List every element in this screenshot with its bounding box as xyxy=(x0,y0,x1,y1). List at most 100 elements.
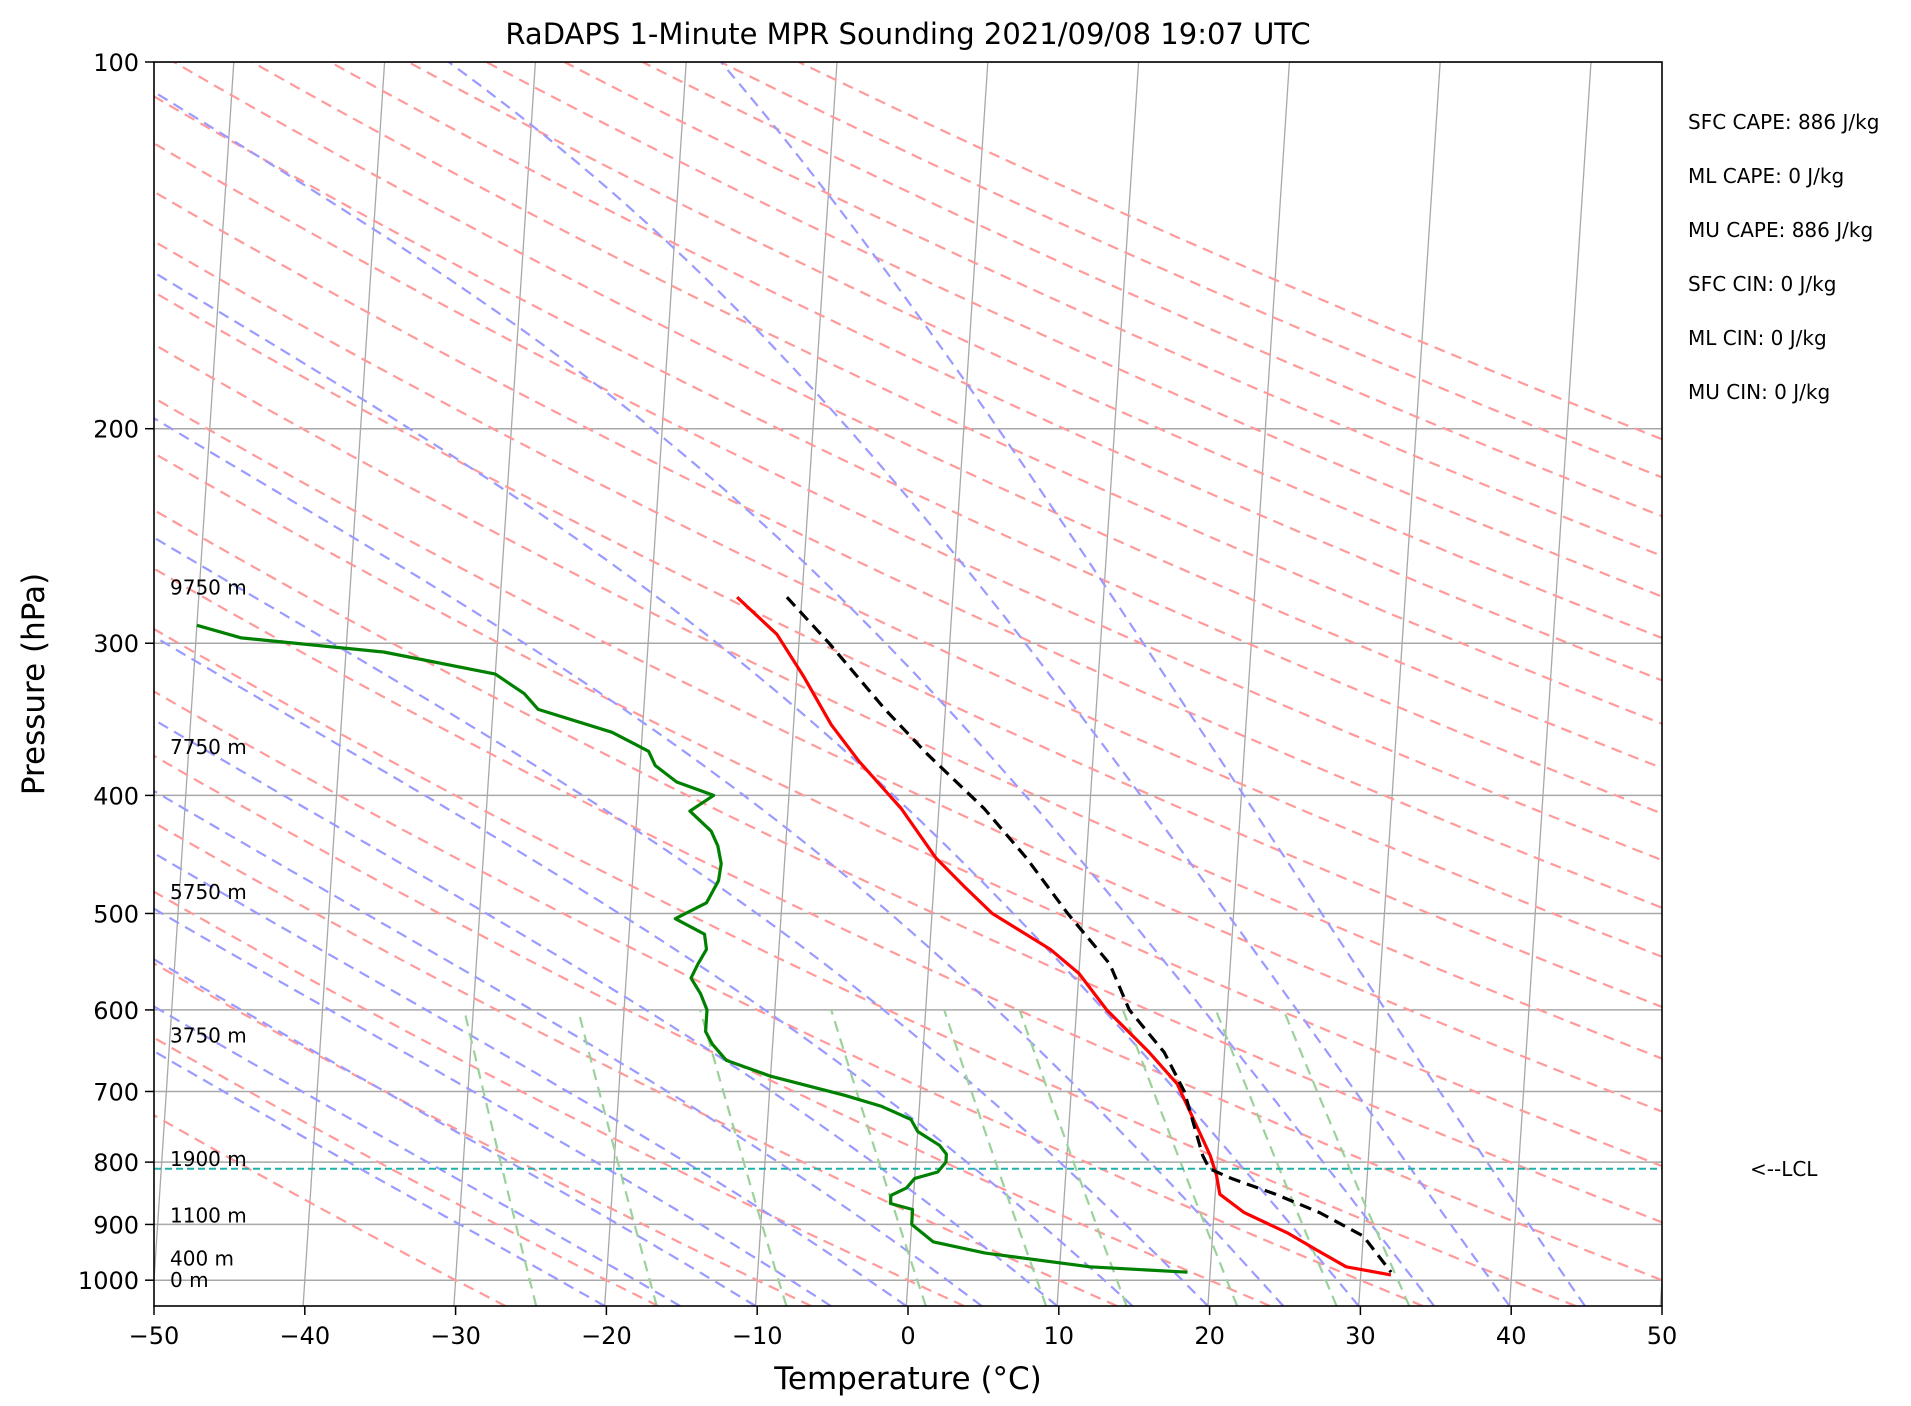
dry-adiabat-line xyxy=(154,452,1662,1168)
isotherm-line xyxy=(604,62,687,1306)
mixing-ratio-line xyxy=(943,1009,1048,1306)
x-axis-ticks: −50 −40 −30 −20 −10 0 10 20 30 40 50 xyxy=(129,1306,1678,1350)
moist-adiabat-line xyxy=(154,536,1209,1306)
dry-adiabat-line xyxy=(154,396,1662,1113)
series-lines xyxy=(196,596,1393,1277)
mixing-ratio-line xyxy=(577,1009,658,1306)
height-label: 1100 m xyxy=(170,1204,247,1228)
dry-adiabat-line xyxy=(154,190,1662,909)
dry-adiabat-line xyxy=(154,95,1662,815)
dry-adiabat-line xyxy=(154,754,1271,1306)
y-tick-label: 900 xyxy=(93,1211,139,1239)
mixing-ratio-line xyxy=(699,1009,788,1306)
height-labels: 9750 m 7750 m 5750 m 3750 m 1900 m 1100 m 400 … xyxy=(170,576,247,1293)
moist-adiabat-line xyxy=(154,718,1058,1306)
y-tick-label: 400 xyxy=(93,782,139,810)
parameter-annotations: SFC CAPE: 886 J/kg ML CAPE: 0 J/kg MU CAPE… xyxy=(1688,110,1879,404)
background-lines xyxy=(154,62,1662,1306)
x-tick-label: 0 xyxy=(900,1322,915,1350)
moist-adiabat-line xyxy=(154,907,832,1306)
parameter-annotation: SFC CAPE: 886 J/kg xyxy=(1688,110,1879,134)
y-tick-label: 800 xyxy=(93,1149,139,1177)
dry-adiabat-line xyxy=(563,62,1662,558)
dry-adiabat-line xyxy=(154,890,965,1306)
x-tick-label: −50 xyxy=(129,1322,180,1350)
dry-adiabat-line xyxy=(154,1036,659,1306)
mixing-ratio-line xyxy=(463,1009,538,1306)
moist-adiabat-line xyxy=(154,417,1285,1306)
x-tick-label: 30 xyxy=(1345,1322,1376,1350)
dry-adiabat-line xyxy=(154,567,1662,1282)
x-axis-label: Temperature (°C) xyxy=(773,1361,1042,1397)
temperature-line xyxy=(736,596,1392,1277)
moist-adiabat-line xyxy=(154,958,757,1306)
moist-adiabat-line xyxy=(154,1049,606,1306)
dry-adiabat-line xyxy=(329,62,1662,682)
y-tick-label: 500 xyxy=(93,900,139,928)
isotherm-line xyxy=(905,62,989,1306)
y-axis-ticks: 100 200 300 400 500 600 700 800 900 1000 xyxy=(78,49,154,1295)
parameter-annotation: SFC CIN: 0 J/kg xyxy=(1688,272,1836,296)
height-label: 7750 m xyxy=(170,735,247,759)
x-tick-label: −30 xyxy=(430,1322,481,1350)
mixing-ratio-line xyxy=(1018,1009,1128,1306)
dry-adiabat-line xyxy=(485,62,1662,598)
isotherm-line xyxy=(154,62,235,1290)
dry-adiabat-line xyxy=(154,290,1662,1009)
dry-adiabat-line xyxy=(154,821,1118,1306)
y-tick-label: 700 xyxy=(93,1078,139,1106)
x-tick-label: 40 xyxy=(1496,1322,1527,1350)
dewpoint-line xyxy=(196,623,1188,1274)
height-label: 3750 m xyxy=(170,1024,247,1048)
height-label: 1900 m xyxy=(170,1147,247,1171)
height-label: 9750 m xyxy=(170,576,247,600)
x-tick-label: 10 xyxy=(1044,1322,1075,1350)
parcel-path-line xyxy=(785,596,1393,1274)
dry-adiabat-line xyxy=(154,240,1662,958)
y-tick-label: 600 xyxy=(93,997,139,1025)
dry-adiabat-line xyxy=(154,343,1662,1060)
y-tick-label: 100 xyxy=(93,49,139,77)
isotherm-line xyxy=(1358,62,1441,1306)
x-tick-label: 50 xyxy=(1647,1322,1678,1350)
isotherm-line xyxy=(1056,62,1140,1306)
dry-adiabat-line xyxy=(154,627,1577,1306)
height-label: 0 m xyxy=(170,1268,209,1292)
lcl-label: <--LCL xyxy=(1750,1157,1818,1181)
isotherm-line xyxy=(1659,1270,1662,1306)
x-tick-label: −10 xyxy=(732,1322,783,1350)
parameter-annotation: MU CIN: 0 J/kg xyxy=(1688,380,1830,404)
dry-adiabat-line xyxy=(720,62,1662,479)
parameter-annotation: ML CAPE: 0 J/kg xyxy=(1688,164,1844,188)
parameter-annotation: ML CIN: 0 J/kg xyxy=(1688,326,1827,350)
moist-adiabat-line xyxy=(154,635,1134,1306)
y-tick-label: 200 xyxy=(93,416,139,444)
x-tick-label: 20 xyxy=(1194,1322,1225,1350)
dry-adiabat-line xyxy=(154,508,1662,1224)
parameter-annotation: MU CAPE: 886 J/kg xyxy=(1688,218,1873,242)
dry-adiabat-line xyxy=(798,62,1662,441)
dry-adiabat-line xyxy=(251,62,1662,725)
x-tick-label: −20 xyxy=(581,1322,632,1350)
isotherm-line xyxy=(302,62,386,1306)
isotherm-line xyxy=(453,62,537,1306)
dry-adiabat-line xyxy=(154,142,1662,862)
dry-adiabat-line xyxy=(407,62,1662,640)
x-tick-label: −40 xyxy=(279,1322,330,1350)
moist-adiabat-line xyxy=(720,62,1586,1306)
moist-adiabat-line xyxy=(448,62,1511,1306)
y-tick-label: 1000 xyxy=(78,1267,139,1295)
moist-adiabat-line xyxy=(154,789,983,1306)
mixing-ratio-line xyxy=(1282,1009,1411,1306)
mixing-ratio-line xyxy=(830,1009,927,1306)
height-label: 5750 m xyxy=(170,880,247,904)
chart-title: RaDAPS 1-Minute MPR Sounding 2021/09/08 … xyxy=(505,17,1310,51)
isotherm-line xyxy=(1508,62,1592,1306)
height-label: 400 m xyxy=(170,1247,234,1271)
isotherm-line xyxy=(1207,62,1291,1306)
dry-adiabat-line xyxy=(173,62,1662,770)
y-tick-label: 300 xyxy=(93,630,139,658)
moist-adiabat-line xyxy=(154,271,1360,1306)
moist-adiabat-line xyxy=(154,90,1435,1306)
